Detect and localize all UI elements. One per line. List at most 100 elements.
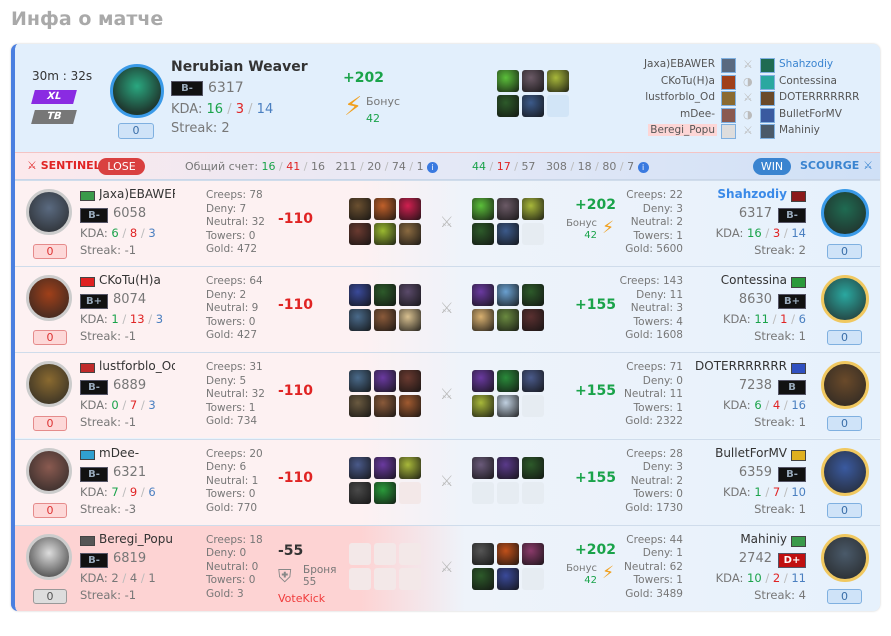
item-slot[interactable] bbox=[349, 309, 371, 332]
player-name[interactable]: Contessina bbox=[720, 273, 787, 288]
player-name[interactable]: Beregi_Popu bbox=[99, 531, 173, 546]
report-count[interactable]: 0 bbox=[827, 416, 862, 432]
roster-scourge-player[interactable]: BulletForMV bbox=[779, 107, 842, 120]
player-name[interactable]: Mahiniy bbox=[740, 531, 787, 546]
rank-badge: D+ bbox=[778, 552, 806, 568]
item-slot[interactable] bbox=[522, 456, 544, 479]
item-slot[interactable] bbox=[374, 370, 396, 393]
info-icon[interactable]: i bbox=[637, 162, 649, 173]
report-count[interactable]: 0 bbox=[33, 330, 67, 346]
item-slot[interactable] bbox=[522, 284, 544, 307]
report-count[interactable]: 0 bbox=[827, 502, 862, 518]
report-count[interactable]: 0 bbox=[33, 588, 67, 604]
player-rating: 6321 bbox=[113, 464, 147, 480]
player-kda: KDA: 1 / 7 / 10 bbox=[722, 484, 806, 499]
roster-scourge-player[interactable]: Shahzodiy bbox=[779, 58, 834, 70]
roster-sentinel-player[interactable]: Beregi_Popu bbox=[648, 124, 717, 136]
item-slot[interactable] bbox=[349, 456, 371, 479]
item-slot[interactable] bbox=[374, 284, 396, 307]
featured-streak: Streak: 2 bbox=[171, 121, 230, 136]
report-count[interactable]: 0 bbox=[33, 502, 67, 518]
item-slot[interactable] bbox=[497, 370, 519, 393]
player-name[interactable]: mDee- bbox=[99, 445, 140, 460]
player-kda: KDA: 11 / 1 / 6 bbox=[722, 312, 806, 327]
report-count[interactable]: 0 bbox=[827, 244, 862, 259]
item-slot[interactable] bbox=[472, 456, 494, 479]
report-count[interactable]: 0 bbox=[33, 416, 67, 432]
item-slot[interactable] bbox=[349, 481, 371, 504]
item-slot[interactable] bbox=[472, 284, 494, 307]
item-slot[interactable] bbox=[374, 223, 396, 245]
player-name[interactable]: lustforblo_Od bbox=[99, 359, 175, 374]
roster-sentinel-player[interactable]: CKoTu(H)a bbox=[660, 74, 715, 87]
assists: 6 bbox=[798, 312, 806, 327]
item-slot[interactable] bbox=[547, 70, 569, 92]
player-name[interactable]: Jaxa)EBAWER bbox=[99, 187, 175, 201]
item-slot[interactable] bbox=[522, 309, 544, 332]
country-flag bbox=[80, 535, 95, 546]
item-slot[interactable] bbox=[497, 309, 519, 332]
roster-scourge-player[interactable]: Mahiniy bbox=[779, 124, 820, 136]
item-slot[interactable] bbox=[497, 223, 519, 245]
featured-items bbox=[497, 70, 587, 128]
roster-sentinel-player[interactable]: lustforblo_Od bbox=[645, 91, 715, 103]
item-slot[interactable] bbox=[497, 395, 519, 418]
item-slot[interactable] bbox=[472, 370, 494, 393]
item-slot[interactable] bbox=[522, 95, 544, 117]
player-name[interactable]: CKoTu(H)a bbox=[99, 273, 161, 288]
featured-report-count[interactable]: 0 bbox=[118, 123, 154, 139]
item-slot[interactable] bbox=[399, 198, 421, 220]
item-slot[interactable] bbox=[472, 198, 494, 220]
report-count[interactable]: 0 bbox=[33, 244, 67, 259]
rank-badge: B bbox=[778, 380, 806, 396]
roster-scourge-player[interactable]: Contessina bbox=[779, 74, 837, 87]
featured-kda: KDA: 16 / 3 / 14 bbox=[171, 102, 274, 117]
roster-sentinel-player[interactable]: Jaxa)EBAWER bbox=[643, 58, 715, 70]
player-name[interactable]: DOTERRRRRRR bbox=[695, 359, 787, 374]
item-slot[interactable] bbox=[472, 395, 494, 418]
item-slot[interactable] bbox=[399, 370, 421, 393]
info-icon[interactable]: i bbox=[427, 162, 439, 173]
item-slot[interactable] bbox=[374, 395, 396, 418]
item-slot[interactable] bbox=[374, 481, 396, 504]
item-slot[interactable] bbox=[374, 198, 396, 220]
item-slot[interactable] bbox=[497, 95, 519, 117]
item-slot[interactable] bbox=[349, 223, 371, 245]
item-slot[interactable] bbox=[497, 542, 519, 565]
item-slot[interactable] bbox=[349, 198, 371, 220]
item-slot[interactable] bbox=[497, 198, 519, 220]
item-slot[interactable] bbox=[522, 370, 544, 393]
player-hero-icon bbox=[721, 107, 736, 123]
report-count[interactable]: 0 bbox=[827, 588, 862, 604]
item-slot[interactable] bbox=[497, 284, 519, 307]
item-slot[interactable] bbox=[349, 395, 371, 418]
votekick-link[interactable]: VoteKick bbox=[278, 591, 326, 605]
item-slot[interactable] bbox=[399, 309, 421, 332]
item-slot[interactable] bbox=[472, 567, 494, 590]
player-name[interactable]: Shahzodiy bbox=[717, 187, 787, 201]
item-slot[interactable] bbox=[497, 567, 519, 590]
item-slot[interactable] bbox=[399, 395, 421, 418]
item-slot[interactable] bbox=[497, 456, 519, 479]
item-slot[interactable] bbox=[472, 309, 494, 332]
item-slot[interactable] bbox=[522, 542, 544, 565]
item-slot[interactable] bbox=[374, 456, 396, 479]
item-slot[interactable] bbox=[522, 70, 544, 92]
item-slot[interactable] bbox=[374, 309, 396, 332]
player-rating: 7238 bbox=[738, 378, 772, 394]
item-slot[interactable] bbox=[472, 223, 494, 245]
deaths: 13 bbox=[129, 312, 145, 327]
item-slot[interactable] bbox=[349, 284, 371, 307]
player-name[interactable]: BulletForMV bbox=[715, 445, 787, 460]
player-streak: Streak: 1 bbox=[754, 501, 806, 516]
item-slot[interactable] bbox=[399, 223, 421, 245]
item-slot[interactable] bbox=[522, 198, 544, 220]
item-slot[interactable] bbox=[497, 70, 519, 92]
report-count[interactable]: 0 bbox=[827, 330, 862, 346]
roster-sentinel-player[interactable]: mDee- bbox=[679, 107, 715, 120]
item-slot[interactable] bbox=[349, 370, 371, 393]
item-slot[interactable] bbox=[399, 456, 421, 479]
item-slot[interactable] bbox=[472, 542, 494, 565]
item-slot[interactable] bbox=[399, 284, 421, 307]
roster-scourge-player[interactable]: DOTERRRRRRR bbox=[779, 91, 860, 103]
